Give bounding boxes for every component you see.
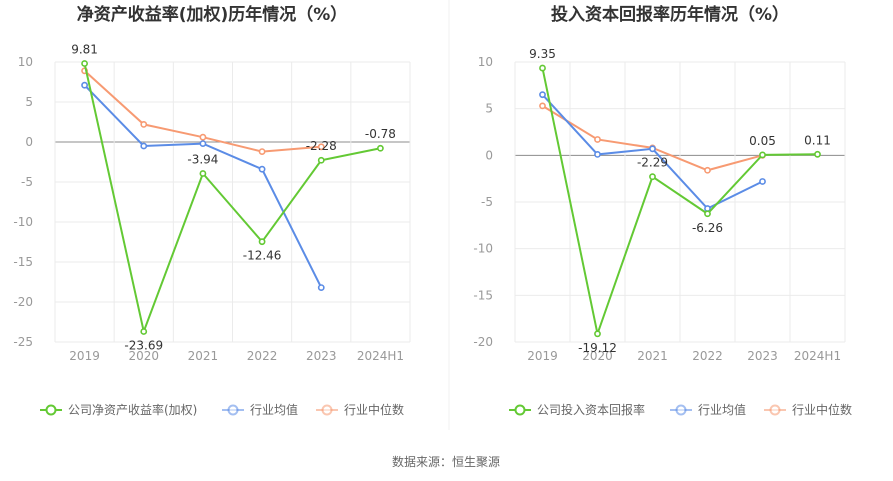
legend-label: 行业中位数 [792,402,852,417]
data-point [759,151,766,159]
y-tick-label: -15 [473,288,493,302]
data-point [539,91,546,99]
legend-marker [675,404,687,416]
x-tick-label: 2024H1 [357,349,404,363]
data-label: -3.94 [187,153,218,167]
x-tick-label: 2019 [527,349,558,363]
y-tick-label: -20 [473,335,493,349]
data-point [704,210,711,218]
data-label: -6.26 [692,221,723,235]
y-tick-label: -25 [13,335,33,349]
x-tick-label: 2021 [637,349,668,363]
data-point [704,166,711,174]
x-tick-label: 2019 [69,349,100,363]
y-tick-label: -5 [21,175,33,189]
legend-label: 行业均值 [698,402,746,417]
y-tick-label: -20 [13,295,33,309]
legend-marker [321,404,333,416]
data-point [81,60,88,67]
legend-marker [769,404,781,416]
data-point [539,64,546,72]
data-label: -2.28 [306,139,337,153]
chart-title: 投入资本回报率历年情况（%） [551,4,789,25]
data-point [199,170,207,177]
legend-label: 行业均值 [250,402,298,417]
series-line [541,67,818,338]
data-point [317,156,325,164]
data-point [140,328,148,335]
y-tick-label: -10 [13,215,33,229]
data-point [594,136,601,143]
y-tick-label: 5 [25,95,33,109]
data-point [814,150,821,158]
data-label: -2.29 [637,156,668,170]
data-source: 数据来源：恒生聚源 [392,454,500,469]
legend-label: 公司净资产收益率(加权) [68,402,197,417]
legend-marker [45,404,57,416]
y-tick-label: 0 [25,135,33,149]
data-label: 0.05 [749,134,776,148]
y-tick-label: -15 [13,255,33,269]
data-point [258,148,266,155]
data-point [258,238,266,246]
y-tick-label: -10 [473,242,493,256]
x-tick-label: 2020 [128,349,159,363]
y-tick-label: -5 [481,195,493,209]
data-label: 9.35 [529,47,556,61]
data-label: -12.46 [243,249,282,263]
data-point [140,142,148,150]
data-point [649,145,656,153]
data-point [258,165,266,173]
legend-marker [227,404,239,416]
data-point [594,150,601,158]
data-point [377,144,384,152]
chart-title: 净资产收益率(加权)历年情况（%） [77,4,348,25]
data-label: -0.78 [365,127,396,141]
data-point [317,143,325,151]
data-point [140,121,148,128]
data-point [317,284,325,291]
roic-chart: 投入资本回报率历年情况（%） 10 5 0 -5 -10 -15 -20 2019 2020 202… [473,4,852,417]
legend-label: 公司投入资本回报率 [537,402,645,417]
data-point [199,140,207,147]
x-tick-label: 2023 [306,349,337,363]
data-label: 9.81 [71,43,98,57]
data-point [759,178,766,185]
series-line [83,63,381,336]
data-point [539,102,546,110]
x-tick-label: 2022 [692,349,723,363]
y-tick-label: 10 [18,55,33,69]
legend-marker [514,404,526,416]
data-point [594,330,601,338]
data-label: 0.11 [804,133,831,147]
x-tick-label: 2020 [582,349,613,363]
data-point [649,173,656,181]
y-tick-label: 10 [478,55,493,69]
legend-label: 行业中位数 [344,402,404,417]
x-tick-label: 2021 [188,349,219,363]
data-point [81,81,88,89]
data-label: -23.69 [124,339,163,353]
y-tick-label: 5 [485,102,493,116]
x-tick-label: 2024H1 [794,349,841,363]
data-point [199,133,207,141]
data-label: -19.12 [578,341,617,355]
y-tick-label: 0 [485,148,493,162]
roe-chart: 净资产收益率(加权)历年情况（%） 10 5 0 -5 -10 -15 -20 -25 2019 2… [13,4,411,417]
x-tick-label: 2023 [747,349,778,363]
x-tick-label: 2022 [247,349,278,363]
series-line [83,84,323,289]
